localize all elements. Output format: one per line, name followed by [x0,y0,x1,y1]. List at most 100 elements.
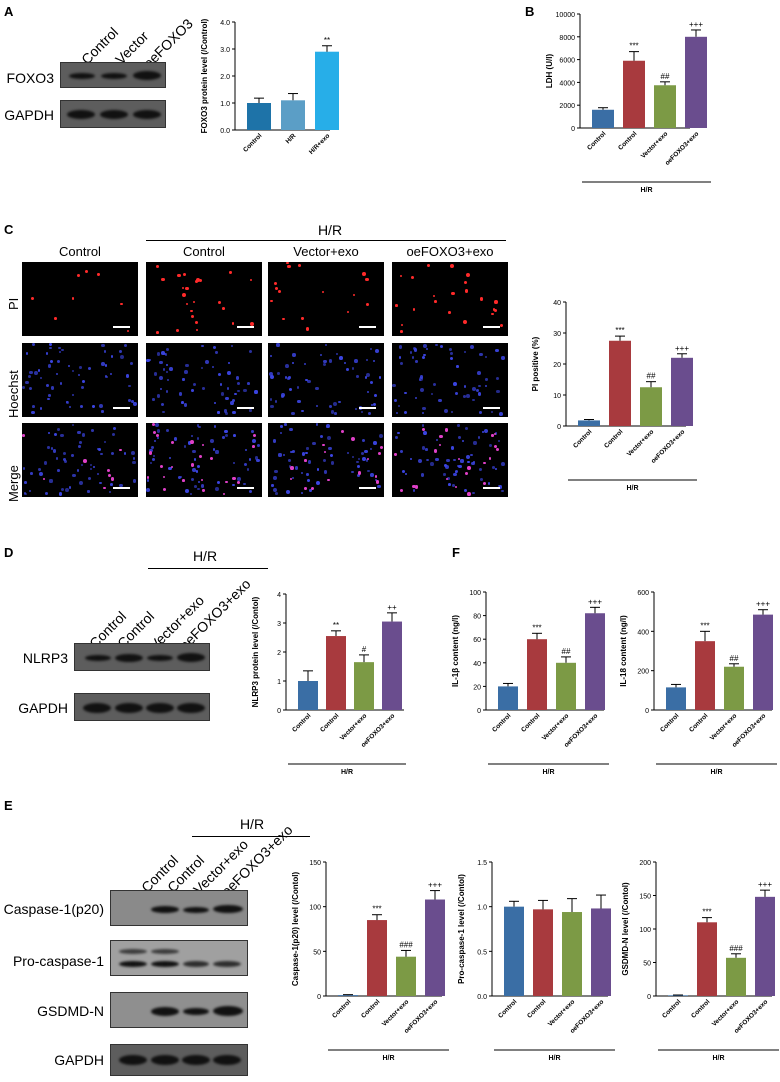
row-label: Hoechst [6,370,21,418]
significance-label: ++ [387,603,397,612]
x-tick-label: oeFOXO3+exo [664,130,701,167]
bar [498,686,518,710]
group-label: H/R [626,485,638,492]
scale-bar [359,407,376,409]
micrograph-tile [268,343,384,417]
x-tick-label: Control [497,998,518,1019]
x-tick-label: Control [603,428,624,449]
hr-label: H/R [192,548,218,564]
hr-label: H/R [317,222,343,238]
significance-label: *** [702,908,711,917]
x-tick-label: Vector+exo [339,712,369,742]
significance-label: +++ [428,881,442,890]
y-axis-label: IL-18 content (ng/l) [619,615,628,687]
bar [562,912,582,996]
y-axis-label: Caspase-1(p20) level (/Contol) [291,872,300,987]
scale-bar [237,407,254,409]
x-tick-label: Vector+exo [711,998,741,1028]
micrograph-tile [268,423,384,497]
group-label: H/R [548,1055,560,1062]
significance-label: *** [532,623,541,632]
group-label: H/R [710,769,722,776]
gsdmd-blot [110,992,248,1028]
scale-bar [483,326,500,328]
y-tick-label: 0 [557,424,561,431]
y-tick-label: 200 [637,669,649,676]
y-tick-label: 0.0 [477,994,487,1001]
x-tick-label: Control [291,712,312,733]
y-axis-label: FOXO3 protein level (/Control) [200,18,209,133]
y-axis-label: NLRP3 protein level (/Contol) [251,596,260,707]
x-tick-label: Control [617,130,638,151]
x-tick-label: Vector+exo [541,712,571,742]
scale-bar [483,407,500,409]
y-axis-label: IL-1β content (ng/l) [451,615,460,687]
y-tick-label: 4 [277,592,281,599]
panel-letter-e: E [4,798,13,813]
y-tick-label: 4000 [559,80,575,87]
y-axis-label: Pro-caspase-1 level (/Contol) [457,874,466,984]
y-tick-label: 20 [473,684,481,691]
y-tick-label: 3.0 [220,47,230,54]
x-tick-label: H/R+exo [308,132,331,155]
chart-f-il18: 0 200 400 600 IL-18 content (ng/l) Control ***… [619,590,777,776]
hr-bracket [146,240,506,241]
significance-label: *** [629,42,638,51]
significance-label: *** [372,905,381,914]
bar [504,906,524,996]
y-tick-label: 40 [553,300,561,307]
nlrp3-blot [74,643,210,671]
blot-label: GSDMD-N [37,1003,104,1019]
y-tick-label: 3 [277,621,281,628]
bar [585,613,605,710]
significance-label: ** [324,36,330,45]
bar [668,995,688,996]
x-tick-label: Control [659,712,680,733]
y-tick-label: 0 [477,708,481,715]
bar [753,614,773,710]
lane-label: Control [78,24,122,68]
x-tick-label: Vector+exo [547,998,577,1028]
group-label: H/R [542,769,554,776]
blot-label: Caspase-1(p20) [3,901,104,917]
y-tick-label: 100 [639,927,651,934]
scale-bar [113,326,130,328]
bar [755,896,775,996]
x-tick-label: Control [491,712,512,733]
hr-label: H/R [239,816,265,832]
panel-letter-d: D [4,545,14,560]
chart-e-gsdmd: 0 50 100 150 200 GSDMD-N level (/Contol) Contr… [621,860,779,1062]
x-tick-label: Vector+exo [640,130,670,160]
y-tick-label: 100 [469,590,481,597]
y-tick-label: 40 [473,661,481,668]
y-tick-label: 6000 [559,58,575,65]
y-tick-label: 80 [473,614,481,621]
y-tick-label: 10 [553,393,561,400]
significance-label: +++ [756,600,770,609]
bar [654,85,676,128]
bar [281,100,305,130]
y-axis-label: PI positive (%) [531,336,540,391]
chart-e-caspase1: 0 50 100 150 Caspase-1(p20) level (/Contol) C… [291,860,449,1062]
significance-label: *** [700,621,709,630]
significance-label: +++ [758,880,772,889]
bar [556,662,576,710]
micrograph-tile [268,262,384,336]
significance-label: +++ [689,20,703,29]
scale-bar [237,487,254,489]
y-tick-label: 2000 [559,103,575,110]
bar [527,639,547,710]
bar [396,956,416,996]
y-tick-label: 60 [473,637,481,644]
x-tick-label: Control [319,712,340,733]
row-label: Merge [6,465,21,502]
bar [726,957,746,996]
micrograph-tile [22,423,138,497]
significance-label: ## [647,372,656,381]
bar [609,340,631,426]
y-tick-label: 0.0 [220,128,230,135]
blot-label: GAPDH [18,700,68,716]
bar [533,909,553,996]
x-tick-label: oeFOXO3+exo [650,428,687,465]
y-axis-label: GSDMD-N level (/Contol) [621,882,630,976]
